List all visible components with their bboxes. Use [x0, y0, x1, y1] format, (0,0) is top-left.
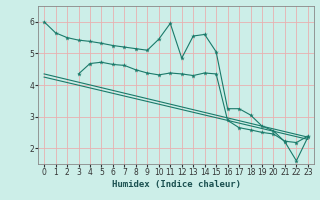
X-axis label: Humidex (Indice chaleur): Humidex (Indice chaleur): [111, 180, 241, 189]
